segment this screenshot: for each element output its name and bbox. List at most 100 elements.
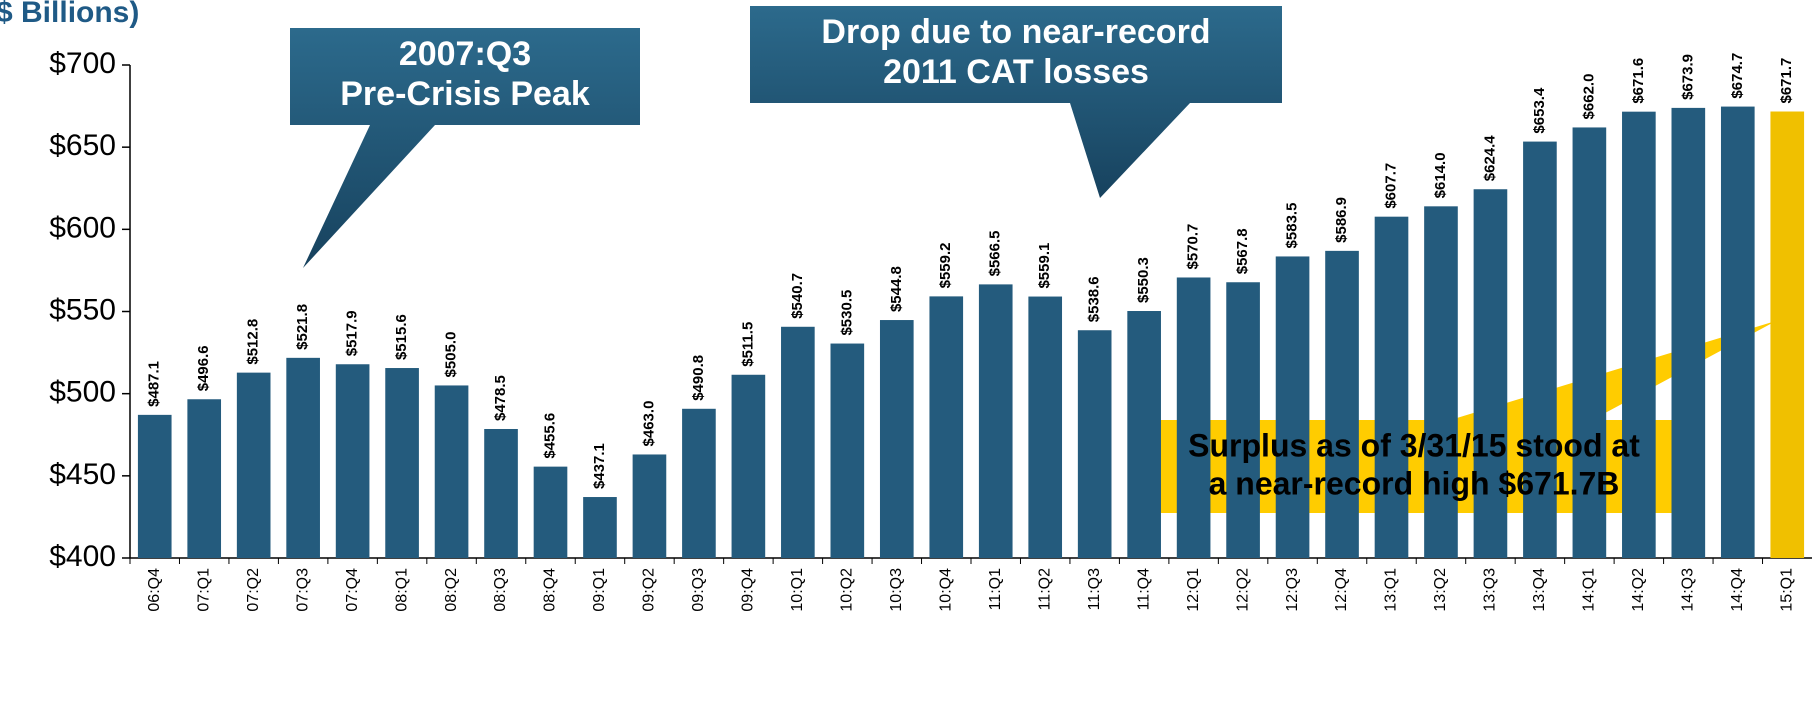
bar: [978, 284, 1013, 558]
bar: [335, 364, 370, 558]
x-tick-label: 10:Q4: [937, 568, 954, 612]
bar: [583, 497, 617, 558]
value-label: $566.5: [987, 230, 1004, 276]
y-tick-label: $450: [49, 458, 116, 491]
value-label: $559.1: [1036, 243, 1053, 289]
annotation: Pre-Crisis Peak: [340, 75, 590, 113]
value-label: $607.7: [1382, 163, 1399, 209]
bar: [1523, 141, 1557, 558]
value-label: $538.6: [1086, 276, 1103, 322]
value-label: $559.2: [937, 242, 954, 288]
x-tick-label: 10:Q1: [789, 568, 806, 612]
value-label: $544.8: [888, 266, 905, 312]
bar: [533, 466, 568, 558]
annotation: 2011 CAT losses: [883, 53, 1149, 91]
value-label: $505.0: [443, 332, 460, 378]
bar: [286, 357, 320, 558]
x-tick-label: 11:Q4: [1135, 568, 1152, 611]
bar: [484, 428, 518, 558]
annotation: Surplus as of 3/31/15 stood at: [1188, 427, 1640, 463]
value-label: $570.7: [1185, 224, 1202, 270]
callout-cat: [750, 6, 1282, 198]
y-tick-label: $700: [49, 47, 116, 80]
value-label: $653.4: [1531, 87, 1548, 134]
bar: [1028, 296, 1063, 558]
value-label: $496.6: [195, 345, 212, 391]
x-tick-label: 12:Q4: [1333, 568, 1350, 612]
x-tick-label: 07:Q3: [294, 568, 311, 612]
bar: [830, 343, 865, 558]
value-label: $490.8: [690, 355, 707, 401]
y-tick-label: $600: [49, 211, 116, 244]
x-tick-label: 14:Q1: [1581, 568, 1598, 612]
bar: [1572, 127, 1607, 559]
value-label: $671.6: [1630, 58, 1647, 104]
bar: [1424, 206, 1458, 558]
x-tick-label: 10:Q3: [888, 568, 905, 612]
annotation: a near-record high $671.7B: [1209, 465, 1620, 501]
x-tick-label: 14:Q2: [1630, 568, 1647, 612]
x-tick-label: 06:Q4: [146, 568, 163, 612]
bar: [1077, 330, 1112, 558]
y-tick-label: $550: [49, 293, 116, 326]
bar: [1671, 107, 1706, 559]
x-tick-label: 07:Q1: [195, 568, 212, 612]
value-label: $673.9: [1679, 54, 1696, 100]
bar: [1374, 216, 1409, 558]
value-label: $583.5: [1284, 203, 1301, 249]
x-tick-label: 09:Q1: [591, 568, 608, 612]
bar: [929, 296, 964, 558]
bar: [385, 368, 419, 558]
value-label: $540.7: [789, 273, 806, 319]
bar: [1176, 277, 1211, 558]
x-tick-label: 08:Q4: [542, 568, 559, 612]
y-tick-label: $400: [49, 540, 116, 573]
bar: [1226, 282, 1260, 558]
bar: [1325, 250, 1359, 558]
value-label: $624.4: [1481, 135, 1498, 182]
x-tick-label: 07:Q2: [245, 568, 262, 612]
value-label: $517.9: [344, 310, 361, 356]
bar: [1770, 111, 1805, 558]
x-tick-label: 08:Q3: [492, 568, 509, 612]
bar: [879, 320, 914, 558]
value-label: $511.5: [739, 322, 756, 367]
bar: [236, 372, 271, 558]
value-label: $550.3: [1135, 257, 1152, 303]
bar: [187, 399, 222, 558]
value-label: $586.9: [1333, 197, 1350, 243]
x-tick-label: 10:Q2: [839, 568, 856, 612]
y-tick-label: $650: [49, 129, 116, 162]
value-label: $487.1: [146, 361, 163, 407]
value-label: $662.0: [1580, 74, 1597, 120]
value-label: $515.6: [393, 314, 410, 360]
x-tick-label: 09:Q3: [690, 568, 707, 612]
bar: [434, 385, 469, 558]
bar: [1275, 256, 1310, 558]
bar: [1473, 189, 1508, 558]
value-label: $437.1: [591, 443, 608, 489]
x-tick-label: 14:Q3: [1680, 568, 1697, 612]
y-tick-label: $500: [49, 376, 116, 409]
value-label: $530.5: [838, 290, 855, 336]
bar: [1127, 311, 1161, 558]
bar: [1622, 111, 1656, 559]
bar: [781, 326, 815, 558]
chart-title: $ Billions): [0, 0, 139, 29]
value-label: $674.7: [1729, 53, 1746, 99]
x-tick-label: 13:Q4: [1531, 568, 1548, 612]
bar: [137, 414, 172, 558]
annotation: 2007:Q3: [399, 35, 531, 73]
value-label: $521.8: [294, 304, 311, 350]
x-tick-label: 12:Q2: [1234, 568, 1251, 612]
x-tick-label: 14:Q4: [1729, 568, 1746, 612]
x-tick-label: 11:Q2: [1036, 568, 1053, 611]
x-tick-label: 11:Q3: [1086, 568, 1103, 611]
bar: [632, 454, 667, 558]
value-label: $567.8: [1234, 228, 1251, 274]
x-tick-label: 12:Q3: [1284, 568, 1301, 612]
value-label: $478.5: [492, 375, 509, 421]
x-tick-label: 09:Q4: [740, 568, 757, 612]
bar: [682, 408, 716, 558]
